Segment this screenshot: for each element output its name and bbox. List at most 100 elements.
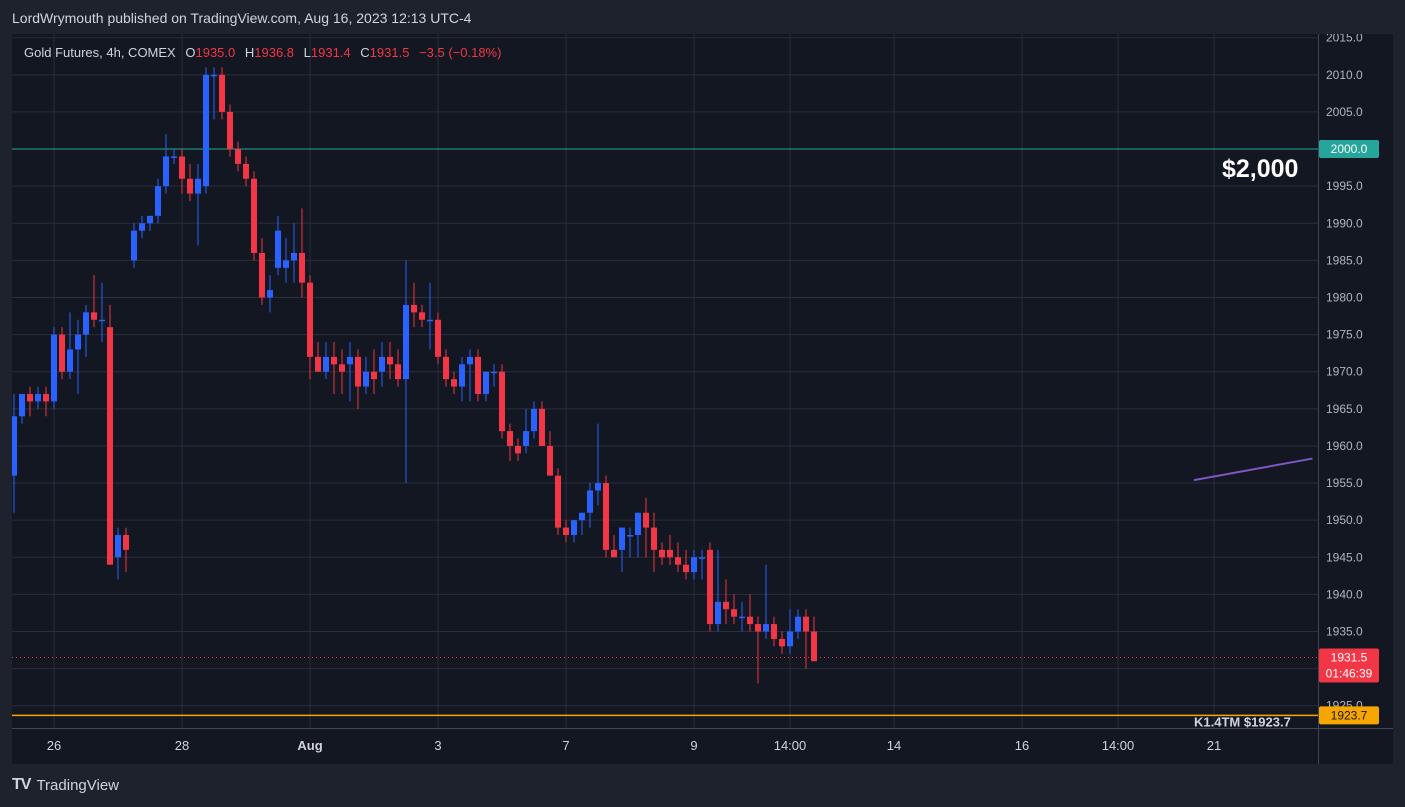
candle-body[interactable] bbox=[243, 163, 249, 179]
candle-body[interactable] bbox=[123, 535, 129, 550]
candle-body[interactable] bbox=[275, 230, 281, 268]
candle-body[interactable] bbox=[59, 334, 65, 372]
candle-body[interactable] bbox=[499, 371, 505, 432]
candle-body[interactable] bbox=[315, 356, 321, 372]
candle-body[interactable] bbox=[699, 557, 705, 559]
time-axis[interactable] bbox=[12, 728, 1318, 764]
candle-body[interactable] bbox=[523, 431, 529, 446]
candle-body[interactable] bbox=[483, 371, 489, 394]
candle-body[interactable] bbox=[595, 483, 601, 491]
candle-body[interactable] bbox=[259, 252, 265, 298]
candle-body[interactable] bbox=[347, 356, 353, 365]
candle-body[interactable] bbox=[411, 304, 417, 313]
candle-body[interactable] bbox=[443, 356, 449, 380]
candle-body[interactable] bbox=[203, 74, 209, 187]
candle-body[interactable] bbox=[555, 475, 561, 528]
candle-body[interactable] bbox=[83, 312, 89, 335]
candle-body[interactable] bbox=[323, 356, 329, 372]
legend-symbol[interactable]: Gold Futures, 4h, COMEX bbox=[24, 45, 176, 60]
candle-body[interactable] bbox=[635, 512, 641, 536]
candle-body[interactable] bbox=[507, 431, 513, 446]
candle-body[interactable] bbox=[307, 282, 313, 357]
candle-body[interactable] bbox=[707, 549, 713, 625]
candle-body[interactable] bbox=[219, 74, 225, 112]
candle-body[interactable] bbox=[283, 260, 289, 268]
candle-body[interactable] bbox=[43, 393, 49, 402]
candle-body[interactable] bbox=[147, 215, 153, 224]
candle-body[interactable] bbox=[803, 616, 809, 632]
candle-body[interactable] bbox=[675, 557, 681, 565]
price-annotation-2000[interactable]: $2,000 bbox=[1222, 155, 1299, 183]
candle-body[interactable] bbox=[747, 616, 753, 625]
candle-body[interactable] bbox=[723, 601, 729, 610]
level-badge-2000[interactable] bbox=[1319, 140, 1379, 159]
candle-body[interactable] bbox=[811, 631, 817, 662]
candle-body[interactable] bbox=[267, 290, 273, 298]
candle-body[interactable] bbox=[11, 416, 17, 476]
candle-body[interactable] bbox=[371, 371, 377, 380]
candle-body[interactable] bbox=[363, 371, 369, 387]
candle-body[interactable] bbox=[459, 364, 465, 387]
candle-body[interactable] bbox=[475, 356, 481, 394]
candle-body[interactable] bbox=[91, 312, 97, 320]
candle-body[interactable] bbox=[683, 564, 689, 573]
candle-body[interactable] bbox=[435, 319, 441, 357]
candle-body[interactable] bbox=[179, 156, 185, 179]
candle-body[interactable] bbox=[171, 156, 177, 158]
candle-body[interactable] bbox=[75, 334, 81, 350]
candle-body[interactable] bbox=[611, 549, 617, 558]
candle-body[interactable] bbox=[27, 393, 33, 402]
candle-body[interactable] bbox=[491, 371, 497, 374]
candle-body[interactable] bbox=[587, 490, 593, 513]
candle-body[interactable] bbox=[195, 178, 201, 194]
candle-body[interactable] bbox=[35, 393, 41, 402]
candle-body[interactable] bbox=[563, 527, 569, 536]
candle-body[interactable] bbox=[787, 631, 793, 647]
candle-body[interactable] bbox=[771, 624, 777, 639]
candle-body[interactable] bbox=[619, 527, 625, 550]
candle-body[interactable] bbox=[419, 312, 425, 320]
candle-body[interactable] bbox=[691, 557, 697, 573]
candle-body[interactable] bbox=[571, 520, 577, 536]
candle-body[interactable] bbox=[627, 535, 633, 537]
candle-body[interactable] bbox=[331, 356, 337, 365]
trend-line[interactable] bbox=[1193, 457, 1313, 482]
candle-body[interactable] bbox=[547, 445, 553, 476]
candle-body[interactable] bbox=[227, 111, 233, 150]
candle-body[interactable] bbox=[187, 178, 193, 194]
candle-body[interactable] bbox=[763, 624, 769, 632]
chart-area[interactable]: 2015.0 2010.0 2005.0 2000.0 1995.0 1990.0 1985… bbox=[11, 31, 1393, 764]
candle-body[interactable] bbox=[427, 319, 433, 322]
candle-body[interactable] bbox=[667, 549, 673, 558]
candle-body[interactable] bbox=[739, 616, 745, 619]
candle-body[interactable] bbox=[451, 379, 457, 387]
candle-body[interactable] bbox=[355, 356, 361, 387]
candle-body[interactable] bbox=[115, 535, 121, 558]
candle-body[interactable] bbox=[235, 149, 241, 164]
candle-body[interactable] bbox=[379, 356, 385, 372]
candle-body[interactable] bbox=[395, 364, 401, 380]
candle-body[interactable] bbox=[131, 230, 137, 261]
candle-body[interactable] bbox=[19, 393, 25, 417]
candle-body[interactable] bbox=[211, 74, 217, 77]
candle-body[interactable] bbox=[731, 609, 737, 617]
candle-body[interactable] bbox=[659, 549, 665, 558]
support-badge-1923[interactable] bbox=[1319, 706, 1379, 725]
footer-brand[interactable]: TV TradingView bbox=[12, 776, 119, 794]
candle-body[interactable] bbox=[539, 408, 545, 446]
candle-body[interactable] bbox=[579, 512, 585, 521]
candle-body[interactable] bbox=[403, 304, 409, 380]
candle-body[interactable] bbox=[339, 364, 345, 372]
candle-body[interactable] bbox=[715, 601, 721, 625]
candle-body[interactable] bbox=[755, 624, 761, 632]
candle-body[interactable] bbox=[155, 186, 161, 216]
candle-body[interactable] bbox=[163, 156, 169, 187]
candle-body[interactable] bbox=[291, 252, 297, 261]
candle-body[interactable] bbox=[387, 356, 393, 365]
candle-body[interactable] bbox=[251, 178, 257, 253]
candle-body[interactable] bbox=[779, 638, 785, 647]
candle-body[interactable] bbox=[651, 527, 657, 550]
candle-body[interactable] bbox=[99, 319, 105, 322]
candle-body[interactable] bbox=[467, 356, 473, 365]
current-price-badge[interactable] bbox=[1319, 648, 1379, 683]
